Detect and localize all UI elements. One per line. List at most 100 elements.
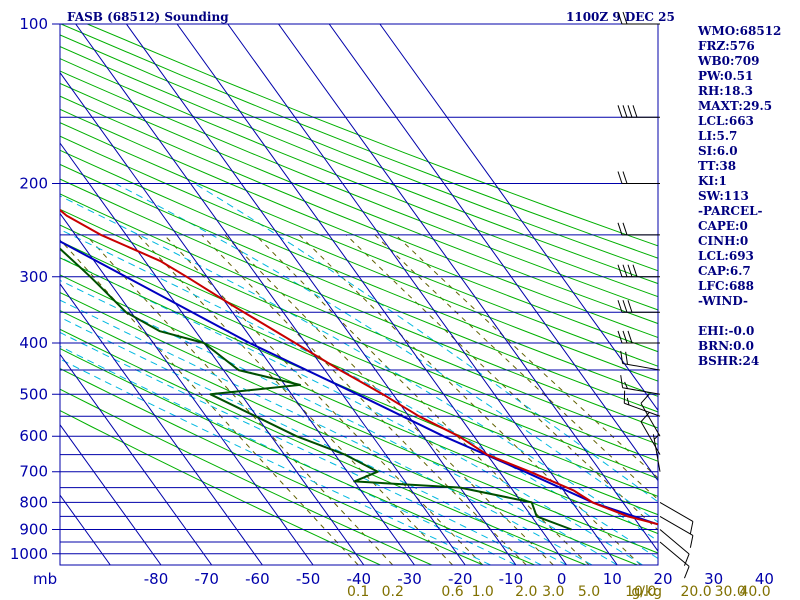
wind-barb-shaft (659, 529, 690, 555)
index-line: WB0:709 (697, 54, 759, 68)
wind-barb-feather (626, 397, 630, 406)
pressure-tick-label: 600 (19, 427, 48, 445)
index-line: SW:113 (698, 189, 749, 203)
wind-barb-feather (617, 300, 623, 313)
moist-adiabat--15 (60, 358, 491, 565)
pressure-tick-label: 1000 (10, 545, 48, 563)
mixing-ratio-tick-label: 30.0 (715, 584, 746, 600)
isotherm--50 (60, 212, 314, 565)
wind-barb (659, 541, 690, 579)
wind-barb-feather (627, 105, 633, 118)
index-line: EHI:-0.0 (698, 324, 754, 338)
wind-barb-feather (640, 411, 650, 423)
pressure-tick-label: 400 (19, 334, 48, 352)
pressure-tick-label: 800 (19, 493, 48, 511)
chart-time: 1100Z 9 DEC 25 (566, 10, 675, 24)
wind-barb-feather (617, 105, 623, 118)
wind-barb-feather (627, 330, 633, 344)
wind-barb (617, 300, 660, 313)
dewpoint-trace (60, 247, 572, 531)
dry-adiabat-140 (60, 108, 658, 353)
dry-adiabat-120 (60, 135, 658, 382)
index-line: SI:6.0 (698, 144, 738, 158)
index-line: BSHR:24 (698, 354, 759, 368)
isotherm--100 (60, 564, 61, 565)
isotherm--80 (60, 423, 162, 565)
grid-lines (52, 23, 659, 566)
temperature-tick-label: 0 (557, 570, 567, 588)
dry-adiabat-110 (60, 149, 658, 397)
index-line: CAPE:0 (698, 219, 748, 233)
dry-adiabat-180 (60, 58, 658, 298)
dry-adiabat-20 (60, 291, 658, 554)
wind-barb (620, 375, 661, 395)
mixing-ratio-tick-label: 5.0 (578, 584, 600, 600)
moist-adiabat--5 (60, 331, 542, 565)
wind-barb-feather (622, 330, 628, 344)
index-line: LFC:688 (698, 279, 754, 293)
chart-title: FASB (68512) Sounding (67, 10, 229, 24)
wind-barb-feather (632, 105, 638, 118)
dry-adiabat--40 (60, 409, 381, 565)
mixing-ratio-unit-label: g/kg (631, 584, 662, 600)
dry-adiabat-160 (60, 82, 658, 325)
isotherm--10 (125, 24, 517, 565)
mixing-ratio-tick-label: 3.0 (542, 584, 564, 600)
wind-barb-feather (617, 264, 623, 277)
wind-barb-shaft (659, 541, 690, 567)
index-line: PW:0.51 (698, 69, 753, 83)
wind-barb-feather (622, 171, 628, 184)
index-line: KI:1 (698, 174, 727, 188)
wind-barb-feather (622, 222, 628, 235)
wind-barb-feather (620, 375, 624, 388)
isotherms (60, 24, 658, 565)
isotherm-20 (278, 24, 658, 552)
wind-barb-feather (632, 264, 638, 277)
pressure-tick-label: 700 (19, 463, 48, 481)
dry-adiabat-100 (60, 163, 658, 413)
wind-barb (652, 433, 661, 472)
mixing-ratio-tick-label: 40.0 (739, 584, 770, 600)
isotherm-30 (328, 24, 658, 482)
dry-adiabat-190 (60, 46, 658, 285)
index-line: FRZ:576 (698, 39, 755, 53)
wind-barb (640, 411, 661, 455)
wind-barb-feather (617, 11, 623, 25)
temperature-tick-label: -70 (194, 570, 219, 588)
wind-barb (617, 264, 660, 278)
index-line: LCL:663 (698, 114, 754, 128)
dry-adiabat-170 (60, 70, 658, 311)
dry-adiabat--30 (60, 388, 433, 565)
dry-adiabat-220 (87, 24, 658, 247)
temperature-tick-label: 40 (755, 570, 774, 588)
index-line: RH:18.3 (698, 84, 753, 98)
mixing-ratio-tick-label: 0.2 (382, 584, 404, 600)
mixing-ratio-5.0 (254, 234, 590, 565)
wind-barb-shaft (640, 403, 661, 437)
index-line: TT:38 (698, 159, 736, 173)
mixing-ratio-tick-label: 20.0 (681, 584, 712, 600)
index-line: BRN:0.0 (698, 339, 754, 353)
wind-barb-shaft (624, 402, 661, 417)
temperature-tick-label: -60 (245, 570, 270, 588)
wind-barb (617, 222, 660, 236)
wind-barb-shaft (659, 502, 694, 522)
wind-barb-shaft (622, 387, 661, 395)
temperature-tick-label: 10 (603, 570, 622, 588)
isotherm-0 (176, 24, 568, 565)
temperature-tick-label: -10 (499, 570, 524, 588)
wind-barb-shaft (659, 515, 694, 536)
index-line: LI:5.7 (698, 129, 737, 143)
wind-barb-feather (624, 381, 628, 389)
wind-barb (617, 105, 660, 118)
dry-adiabat--10 (60, 348, 535, 565)
dry-adiabat-210 (60, 24, 658, 259)
isotherm--60 (60, 283, 263, 565)
isotherm--70 (60, 353, 213, 565)
dry-adiabat-10 (60, 310, 638, 565)
mixing-ratio-tick-label: 2.0 (515, 584, 537, 600)
temperature-tick-label: 20 (653, 570, 672, 588)
plot-frame (59, 23, 659, 566)
wind-barb-feather (617, 171, 623, 184)
